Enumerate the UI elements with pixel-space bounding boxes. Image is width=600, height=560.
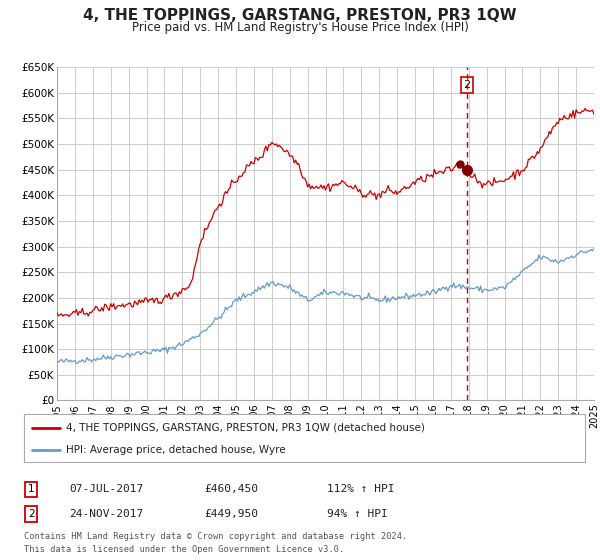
Text: Contains HM Land Registry data © Crown copyright and database right 2024.: Contains HM Land Registry data © Crown c… xyxy=(24,532,407,541)
Text: £460,450: £460,450 xyxy=(204,484,258,494)
Text: 112% ↑ HPI: 112% ↑ HPI xyxy=(327,484,395,494)
Text: 2: 2 xyxy=(463,80,470,90)
Text: 07-JUL-2017: 07-JUL-2017 xyxy=(69,484,143,494)
Text: 4, THE TOPPINGS, GARSTANG, PRESTON, PR3 1QW: 4, THE TOPPINGS, GARSTANG, PRESTON, PR3 … xyxy=(83,8,517,24)
Text: 4, THE TOPPINGS, GARSTANG, PRESTON, PR3 1QW (detached house): 4, THE TOPPINGS, GARSTANG, PRESTON, PR3 … xyxy=(66,423,425,433)
Text: 94% ↑ HPI: 94% ↑ HPI xyxy=(327,509,388,519)
Text: 1: 1 xyxy=(28,484,35,494)
Text: Price paid vs. HM Land Registry's House Price Index (HPI): Price paid vs. HM Land Registry's House … xyxy=(131,21,469,34)
Text: 24-NOV-2017: 24-NOV-2017 xyxy=(69,509,143,519)
Text: 2: 2 xyxy=(28,509,35,519)
Text: This data is licensed under the Open Government Licence v3.0.: This data is licensed under the Open Gov… xyxy=(24,545,344,554)
Text: £449,950: £449,950 xyxy=(204,509,258,519)
Text: HPI: Average price, detached house, Wyre: HPI: Average price, detached house, Wyre xyxy=(66,445,286,455)
